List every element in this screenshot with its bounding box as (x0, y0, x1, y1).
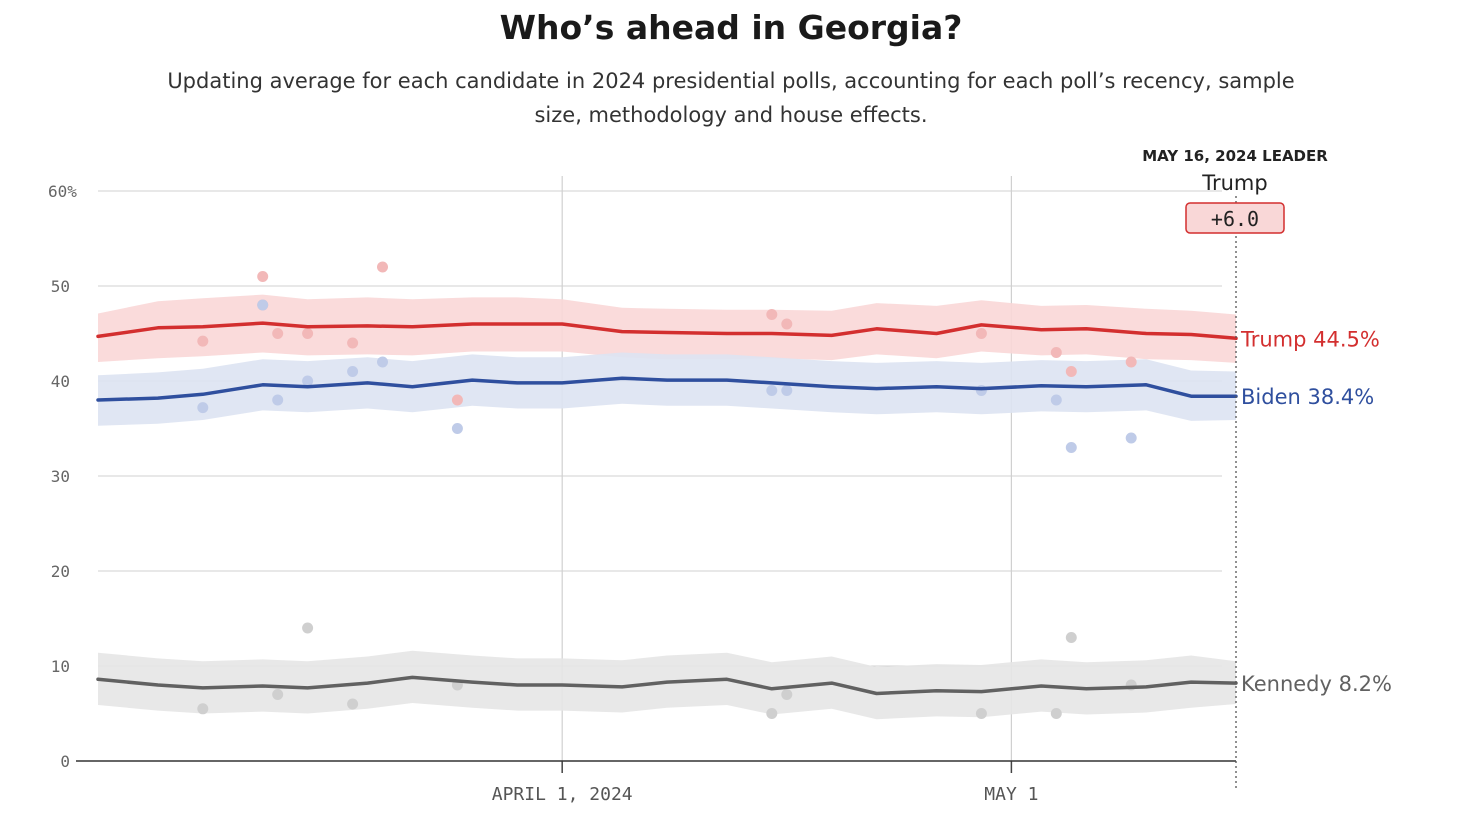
leader-margin: +6.0 (1211, 207, 1259, 231)
biden-poll-dot (347, 366, 359, 377)
trump-average-line (96, 321, 1238, 341)
biden-uncertainty-band (98, 352, 1236, 426)
leader-callout: MAY 16, 2024 LEADER Trump +6.0 (1142, 147, 1328, 788)
kennedy-poll-dot (766, 708, 778, 719)
biden-average-line (96, 376, 1238, 402)
biden-poll-dot (781, 385, 793, 396)
biden-poll-dot (272, 394, 284, 406)
kennedy-poll-dot (197, 703, 209, 715)
y-tick-label: 60% (48, 182, 77, 201)
trump-poll-dot (781, 318, 793, 330)
biden-poll-dot (197, 402, 209, 414)
kennedy-poll-dot (975, 708, 987, 719)
kennedy-poll-dot (1065, 632, 1077, 643)
trump-poll-dot (451, 394, 463, 406)
chart-subtitle: Updating average for each candidate in 2… (167, 69, 1295, 127)
kennedy-poll-dot (272, 689, 284, 700)
kennedy-poll-dot (347, 698, 359, 710)
trump-poll-dot (975, 328, 987, 339)
biden-poll-dot (1125, 432, 1137, 444)
average-lines (96, 321, 1238, 696)
biden-end-label: Biden 38.4% (1241, 385, 1374, 409)
trump-poll-dot (766, 309, 778, 320)
biden-poll-dot (451, 423, 463, 434)
biden-poll-dot (1065, 442, 1077, 453)
y-tick-label: 40 (51, 372, 70, 391)
trump-end-label: Trump 44.5% (1240, 327, 1380, 351)
kennedy-poll-dot (302, 622, 314, 634)
y-tick-label: 50 (51, 277, 70, 296)
leader-margin-box (1185, 202, 1285, 234)
uncertainty-bands (98, 294, 1236, 720)
biden-poll-dot (1050, 394, 1062, 406)
kennedy-average-line (96, 675, 1238, 696)
x-tick-label: MAY 1 (984, 784, 1038, 805)
trump-poll-dot (1050, 347, 1062, 358)
biden-poll-dot (975, 385, 987, 396)
trump-poll-dot (257, 271, 269, 282)
trump-poll-dot (1065, 366, 1077, 377)
trump-poll-dot (302, 328, 314, 339)
trump-uncertainty-band (98, 294, 1236, 363)
axes: 0 10 20 30 40 50 60% APRIL 1, 2024 MAY 1 (48, 182, 1236, 805)
chart-title: Who’s ahead in Georgia? (499, 8, 963, 47)
trump-poll-dot (1125, 356, 1137, 368)
leader-heading: MAY 16, 2024 LEADER (1142, 147, 1328, 165)
kennedy-end-label: Kennedy 8.2% (1241, 672, 1392, 696)
end-labels: Trump 44.5% Biden 38.4% Kennedy 8.2% (1240, 327, 1392, 696)
trump-poll-dot (347, 337, 359, 349)
biden-poll-dot (766, 385, 778, 396)
biden-poll-dot (377, 356, 388, 368)
trump-poll-dot (197, 335, 209, 347)
kennedy-poll-dot (781, 689, 793, 700)
biden-poll-dot (302, 375, 314, 387)
y-tick-label: 0 (60, 752, 70, 771)
x-tick-label: APRIL 1, 2024 (492, 784, 633, 805)
trump-poll-dot (377, 261, 388, 273)
leader-name: Trump (1201, 171, 1267, 195)
kennedy-uncertainty-band (98, 650, 1236, 720)
kennedy-poll-dot (1050, 708, 1062, 719)
y-tick-label: 10 (51, 657, 70, 676)
biden-poll-dot (257, 299, 269, 311)
trump-poll-dot (272, 328, 284, 339)
y-tick-label: 30 (51, 467, 70, 486)
y-tick-label: 20 (51, 562, 70, 581)
